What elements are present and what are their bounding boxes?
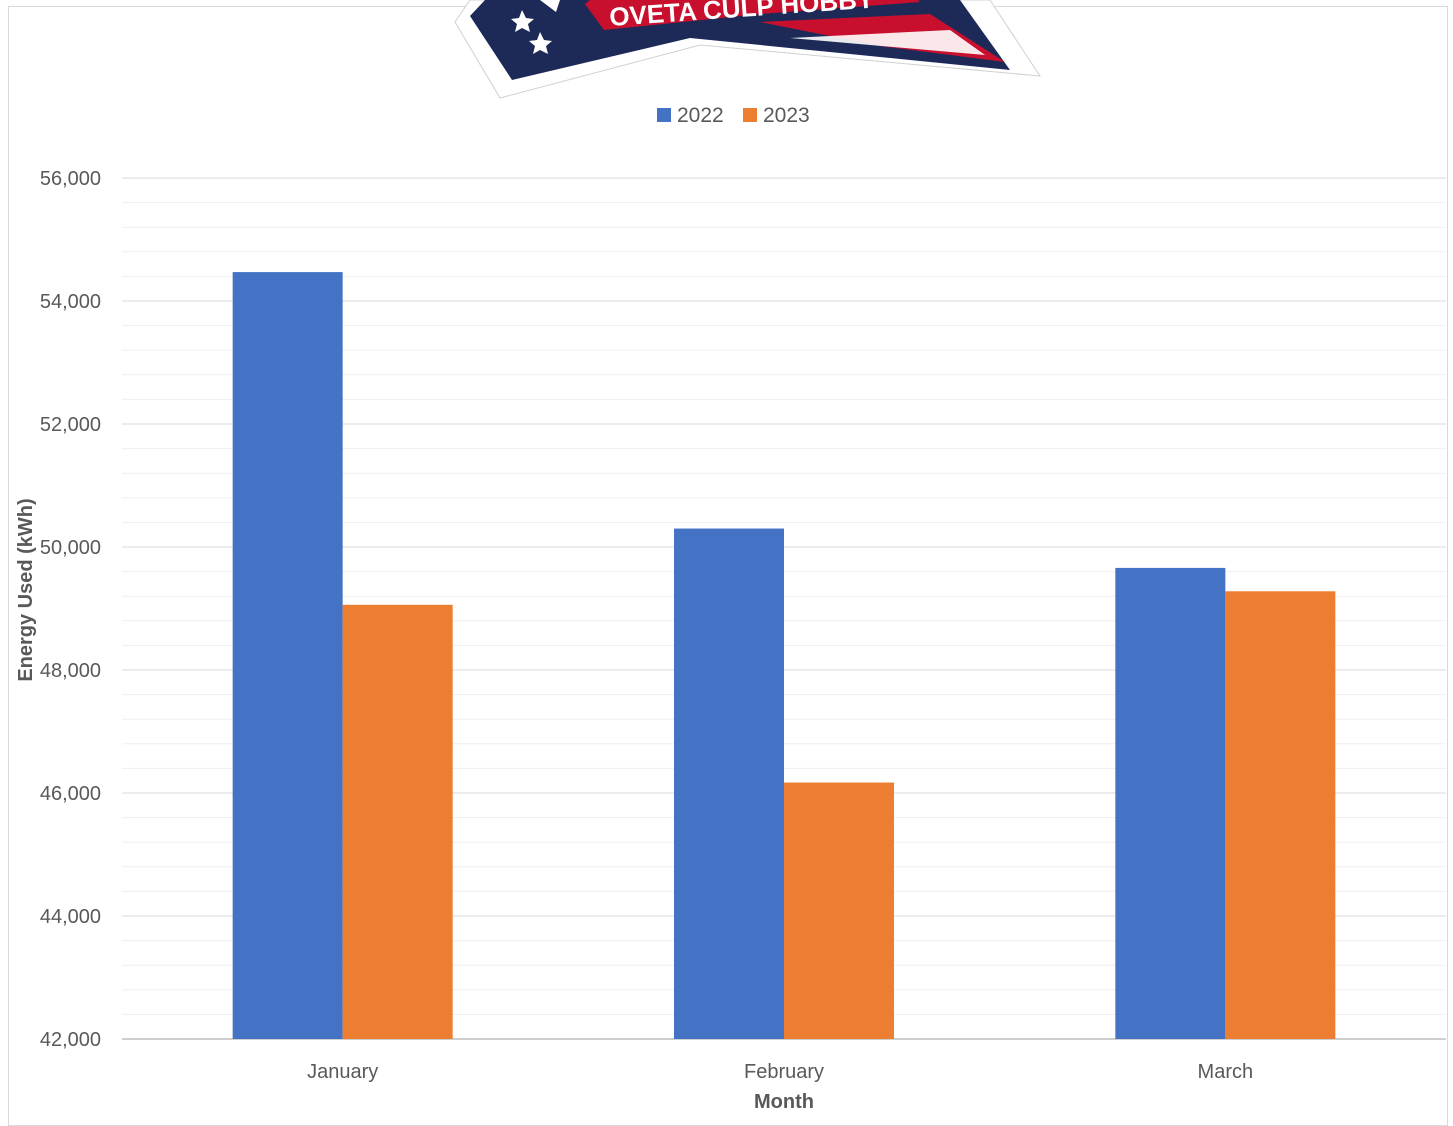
y-tick-label: 46,000: [40, 783, 101, 805]
bar-2022-january: [232, 272, 343, 1040]
legend: 2022 2023: [657, 104, 810, 127]
legend-label-2022: 2022: [677, 104, 724, 127]
y-tick-label: 42,000: [40, 1029, 101, 1051]
y-tick-label: 52,000: [40, 414, 101, 436]
bar-2022-march: [1115, 567, 1226, 1039]
x-tick-label: March: [1198, 1061, 1254, 1083]
bar-2023-march: [1225, 591, 1336, 1039]
star-icon: [511, 10, 534, 32]
legend-swatch-2022: [657, 108, 671, 122]
bars: [232, 272, 1336, 1040]
bar-2023-january: [342, 604, 453, 1039]
y-tick-label: 56,000: [40, 168, 101, 190]
school-logo: OVETA CULP HOBBY: [454, 0, 1041, 99]
y-tick-label: 44,000: [40, 906, 101, 928]
x-tick-label: February: [744, 1061, 824, 1083]
y-tick-label: 48,000: [40, 660, 101, 682]
star-icon: [529, 32, 552, 54]
y-axis-ticks: 42,000 44,000 46,000 48,000 50,000 52,000 54,0…: [40, 168, 101, 1051]
legend-label-2023: 2023: [763, 104, 810, 127]
x-axis-ticks: January February March: [307, 1061, 1253, 1083]
legend-swatch-2023: [743, 108, 757, 122]
y-tick-label: 54,000: [40, 291, 101, 313]
y-axis-title: Energy Used (kWh): [15, 498, 37, 681]
bar-2023-february: [784, 782, 894, 1039]
x-tick-label: January: [307, 1061, 378, 1083]
bar-2022-february: [674, 528, 784, 1039]
x-axis-title: Month: [754, 1091, 814, 1113]
y-tick-label: 50,000: [40, 537, 101, 559]
